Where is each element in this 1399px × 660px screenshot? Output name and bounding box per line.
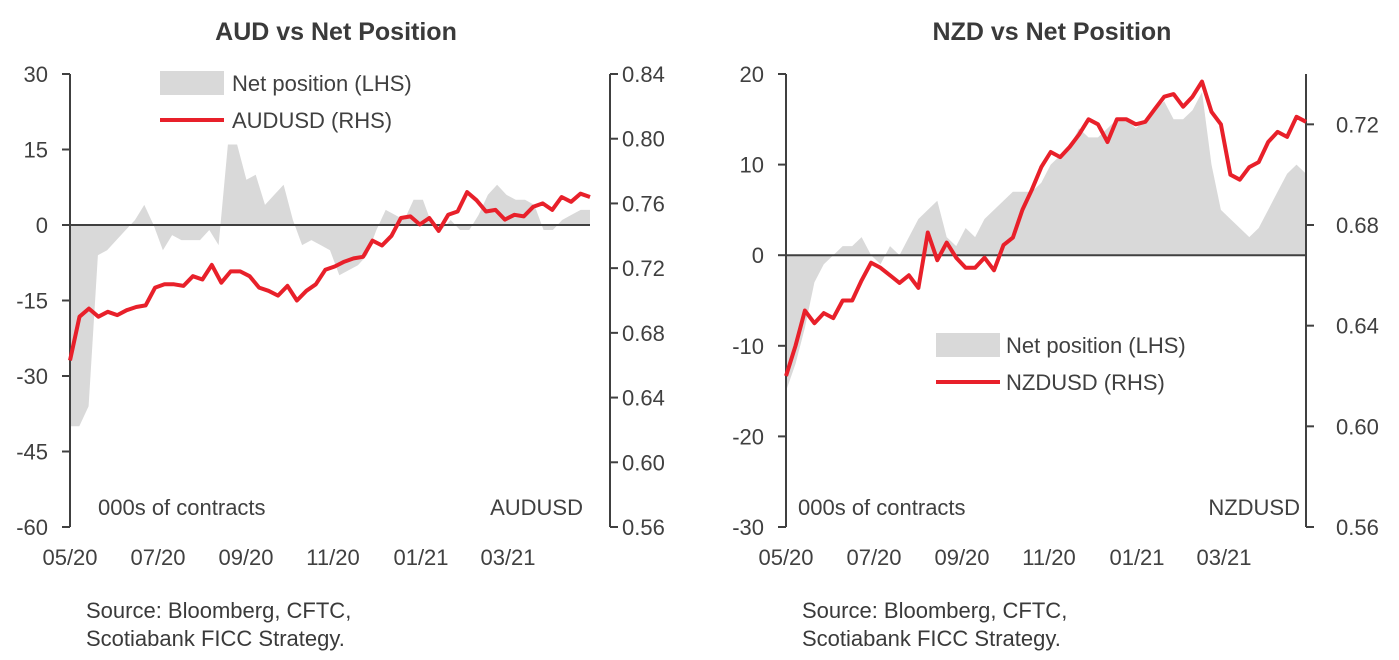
right-axis-tick-label: 0.56 (622, 515, 665, 540)
chart-title: NZD vs Net Position (933, 18, 1172, 46)
right-axis-tick-label: 0.76 (622, 191, 665, 216)
left-axis-tick-label: 10 (740, 153, 764, 178)
left-axis-tick-label: -30 (16, 364, 48, 389)
right-axis-tick-label: 0.72 (622, 256, 665, 281)
legend-area-swatch (936, 333, 1000, 357)
x-tick-label: 05/20 (758, 545, 813, 570)
x-tick-label: 03/21 (480, 545, 535, 570)
right-axis-note: AUDUSD (490, 495, 583, 520)
x-tick-label: 09/20 (934, 545, 989, 570)
right-axis-tick-label: 0.60 (622, 450, 665, 475)
x-tick-label: 07/20 (130, 545, 185, 570)
right-axis-tick-label: 0.84 (622, 62, 665, 87)
right-axis-tick-label: 0.80 (622, 127, 665, 152)
right-axis-tick-label: 0.64 (1336, 314, 1379, 339)
source-note: Source: Bloomberg, CFTC, Scotiabank FICC… (86, 597, 351, 653)
left-axis-tick-label: 15 (24, 138, 48, 163)
legend-label: Net position (LHS) (1006, 333, 1186, 358)
legend-area-swatch (160, 71, 224, 95)
chart-panel-nzd: NZD vs Net Position 20 10 0 -10 -20 -30 0.72 0.6… (700, 0, 1399, 660)
right-axis-tick-label: 0.68 (622, 321, 665, 346)
x-tick-label: 11/20 (306, 545, 359, 570)
right-axis-tick-label: 0.72 (1336, 112, 1379, 137)
x-tick-label: 03/21 (1196, 545, 1251, 570)
left-axis-tick-label: -20 (732, 424, 764, 449)
source-line-2: Scotiabank FICC Strategy. (86, 625, 351, 653)
right-axis-tick-label: 0.56 (1336, 515, 1379, 540)
right-axis-tick-label: 0.60 (1336, 414, 1379, 439)
x-tick-label: 05/20 (42, 545, 97, 570)
left-axis-note: 000s of contracts (798, 495, 966, 520)
x-tick-label: 09/20 (218, 545, 273, 570)
right-axis-note: NZDUSD (1208, 495, 1300, 520)
x-tick-label: 11/20 (1022, 545, 1075, 570)
left-axis-tick-label: -10 (732, 334, 764, 359)
source-line-1: Source: Bloomberg, CFTC, (86, 597, 351, 625)
right-axis-tick-label: 0.68 (1336, 213, 1379, 238)
net-position-area (70, 145, 590, 427)
source-line-2: Scotiabank FICC Strategy. (802, 625, 1067, 653)
x-tick-label: 01/21 (1109, 545, 1164, 570)
left-axis-tick-label: 20 (740, 62, 764, 87)
right-axis-tick-label: 0.64 (622, 386, 665, 411)
left-axis-tick-label: -45 (16, 440, 48, 465)
left-axis-tick-label: -15 (16, 289, 48, 314)
x-tick-label: 01/21 (393, 545, 448, 570)
legend-label: AUDUSD (RHS) (232, 108, 392, 133)
source-line-1: Source: Bloomberg, CFTC, (802, 597, 1067, 625)
left-axis-note: 000s of contracts (98, 495, 266, 520)
left-axis-tick-label: 0 (752, 243, 764, 268)
source-note: Source: Bloomberg, CFTC, Scotiabank FICC… (802, 597, 1067, 653)
left-axis-tick-label: 30 (24, 62, 48, 87)
left-axis-tick-label: -30 (732, 515, 764, 540)
legend-label: Net position (LHS) (232, 71, 412, 96)
left-axis-tick-label: 0 (36, 213, 48, 238)
legend-label: NZDUSD (RHS) (1006, 370, 1165, 395)
chart-title: AUD vs Net Position (215, 18, 457, 46)
x-tick-label: 07/20 (846, 545, 901, 570)
chart-panel-aud: AUD vs Net Position 30 15 0 -15 -30 -45 -60 0.84… (0, 0, 700, 660)
nzd-net-position-chart: NZD vs Net Position 20 10 0 -10 -20 -30 0.72 0.6… (700, 0, 1399, 600)
aud-net-position-chart: AUD vs Net Position 30 15 0 -15 -30 -45 -60 0.84… (0, 0, 700, 600)
left-axis-tick-label: -60 (16, 515, 48, 540)
